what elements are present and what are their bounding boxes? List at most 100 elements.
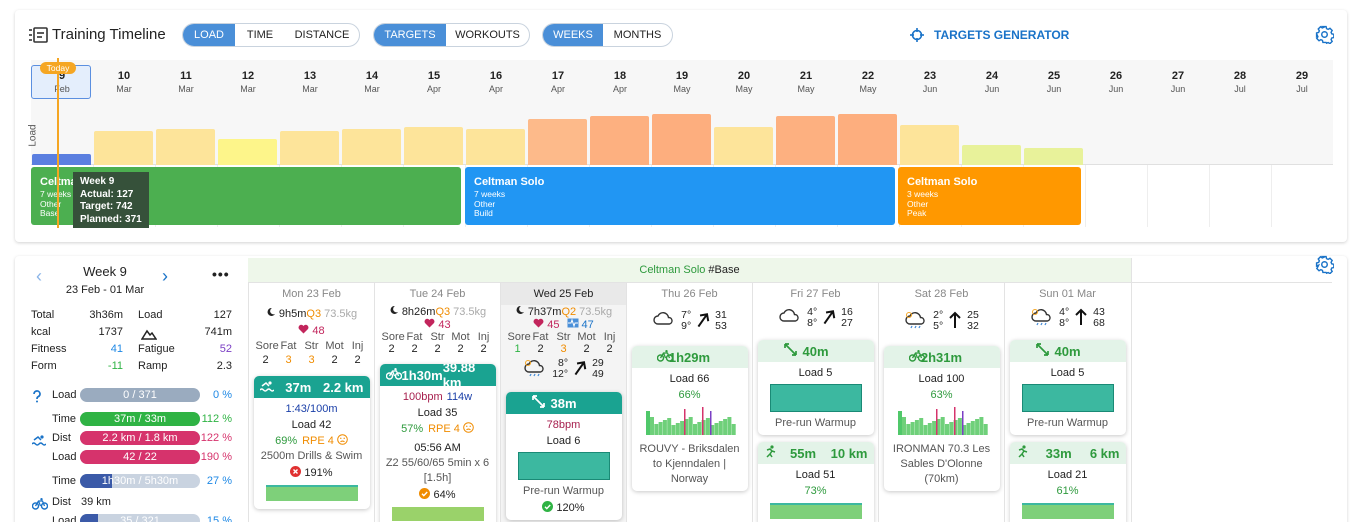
icon-part	[911, 351, 922, 358]
week-month: May	[673, 84, 691, 94]
settings-icon[interactable]	[1315, 255, 1334, 274]
week-divider	[1209, 165, 1210, 227]
sport-icon	[532, 395, 545, 411]
intensity-row: 73%	[762, 483, 870, 499]
icon-part	[779, 308, 799, 322]
icon-part	[31, 435, 47, 446]
load-bar	[94, 131, 153, 165]
icon-part	[524, 359, 544, 376]
icon-part	[1315, 255, 1334, 274]
day-header: Tue 24 Feb	[409, 288, 466, 300]
temp-low: 7°	[681, 309, 692, 321]
icon-part	[40, 502, 49, 510]
week-month: Mar	[364, 84, 380, 94]
wind-gust: 53	[715, 320, 727, 332]
phase-block[interactable]: Celtman Solo 3 weeks Other Peak	[898, 167, 1081, 225]
tooltip-line: Actual: 127	[80, 188, 134, 200]
targets-generator[interactable]: TARGETS GENERATOR	[934, 28, 1070, 42]
workout-metrics: 1:43/100m	[258, 401, 366, 417]
toggle-button[interactable]: LOAD	[183, 24, 235, 46]
icon-part	[709, 411, 711, 435]
wellness-values: 1 2 3 2 2	[508, 343, 620, 355]
icon-part	[419, 488, 431, 499]
workout-duration: 37m	[285, 379, 312, 395]
tooltip-line: Week 9	[80, 176, 115, 187]
workout-card[interactable]: 33m 6 km Load 21 61%	[1009, 442, 1126, 522]
icon-part	[970, 421, 975, 435]
workout-card[interactable]: 38m 78bpm Load 6 Pre-run Warmup 120%	[505, 392, 622, 520]
settings-icon[interactable]	[1315, 25, 1334, 44]
toggle-button[interactable]: TARGETS	[374, 24, 446, 46]
icon-part	[653, 311, 673, 325]
toggle-group: WEEKS MONTHS	[542, 23, 673, 47]
icon-part	[40, 435, 44, 439]
toggle-button[interactable]: WEEKS	[543, 24, 603, 46]
wellness-label: Str	[430, 331, 445, 343]
phase-block[interactable]: Celtman Solo 7 weeks Other Build	[465, 167, 895, 225]
weather-icon	[1030, 308, 1054, 329]
workout-profile	[769, 503, 862, 519]
icon-part	[675, 423, 680, 435]
next-week[interactable]: ›	[162, 266, 168, 286]
toggle-button[interactable]: DISTANCE	[294, 29, 350, 41]
workout-card[interactable]: 1h30m 39.88 km 100bpm 114w Load 35 57% RPE 4 05…	[379, 364, 496, 522]
icon-part	[293, 469, 299, 474]
week-month: Jun	[922, 84, 938, 94]
intensity: 63%	[930, 389, 953, 401]
day-column: Sun 01 Mar 4° 8° 43 68 40m Load 5 Pre-run Warmu…	[1004, 283, 1130, 522]
weight: 73.5kg	[579, 305, 613, 318]
icon-part	[645, 411, 650, 435]
workout-card[interactable]: 40m Load 5 Pre-run Warmup	[1009, 340, 1126, 435]
workout-header: 33m 6 km	[1009, 442, 1126, 464]
icon-part	[574, 360, 587, 375]
week-day: 9	[58, 70, 66, 82]
week-month: May	[735, 84, 753, 94]
workout-card[interactable]: 2h31m Load 100 63% IRONMAN 70.3 Les Sables …	[883, 346, 1000, 491]
phase-name: Celtman Solo	[907, 176, 978, 188]
metric: 1:43/100m	[285, 403, 338, 415]
icon-part	[914, 420, 919, 435]
sleep-row: 9h5m Q3 73.5kg	[266, 305, 357, 322]
toggle-button[interactable]: WORKOUTS	[455, 29, 520, 41]
toggle-button[interactable]: MONTHS	[613, 29, 662, 41]
icon-part	[765, 448, 775, 458]
week-label: 15 Apr	[403, 70, 465, 94]
week-day: 22	[861, 70, 875, 82]
workout-card[interactable]: 55m 10 km Load 51 73%	[757, 442, 874, 522]
wind-speed: 29	[592, 357, 604, 369]
week-label: 28 Jul	[1209, 70, 1271, 94]
workout-card[interactable]: 37m 2.2 km 1:43/100m Load 42 69% RPE 4 2500m D…	[253, 376, 370, 509]
wellness-value: 3	[285, 354, 292, 366]
toggle-button[interactable]: TIME	[246, 29, 274, 41]
icon-part	[658, 422, 663, 435]
wellness-label: Sore	[381, 331, 405, 343]
icon-part	[390, 305, 398, 314]
icon-part	[525, 359, 532, 366]
icon-part	[940, 417, 945, 435]
day-header: Fri 27 Feb	[790, 288, 841, 300]
icon-part	[823, 309, 836, 324]
icon-part	[784, 343, 797, 356]
more-menu[interactable]: •••	[212, 266, 230, 282]
target-bar-text: 35 / 321	[120, 515, 160, 522]
icon-part	[419, 488, 431, 499]
workout-card[interactable]: 40m Load 5 Pre-run Warmup	[757, 340, 874, 435]
wind: 29 49	[592, 358, 604, 380]
wind-arrow	[822, 308, 836, 329]
icon-part	[1036, 322, 1047, 325]
wellness-label: Sore	[507, 331, 531, 343]
prev-week[interactable]: ‹	[36, 266, 42, 286]
sleep-quality: Q3	[306, 307, 322, 320]
tooltip-line: Target: 742	[80, 201, 133, 212]
load-bar	[342, 128, 401, 165]
workout-card[interactable]: 1h29m Load 66 66% ROUVY - Briksdalen to Kje…	[631, 346, 748, 491]
icon-part	[533, 318, 544, 328]
icon-part	[953, 407, 955, 435]
target-label: Time	[52, 413, 77, 425]
hrv-icon	[567, 318, 579, 331]
week-day: 12	[241, 70, 255, 82]
workout-load: Load 66	[669, 373, 710, 385]
temperatures: 8° 12°	[552, 358, 568, 380]
wellness-label: Mot	[451, 331, 470, 343]
moon-icon	[266, 307, 276, 320]
